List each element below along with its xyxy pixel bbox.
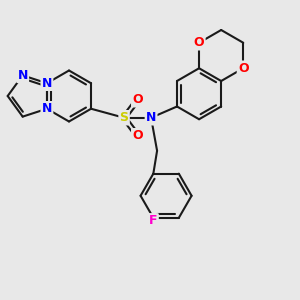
Text: O: O [238,62,249,75]
Text: F: F [149,214,158,227]
Text: S: S [120,111,129,124]
Text: N: N [146,111,156,124]
Text: O: O [132,93,143,106]
Text: O: O [194,36,204,49]
Text: N: N [42,77,52,90]
Text: N: N [42,102,52,115]
Text: O: O [132,129,143,142]
Text: N: N [17,69,28,82]
